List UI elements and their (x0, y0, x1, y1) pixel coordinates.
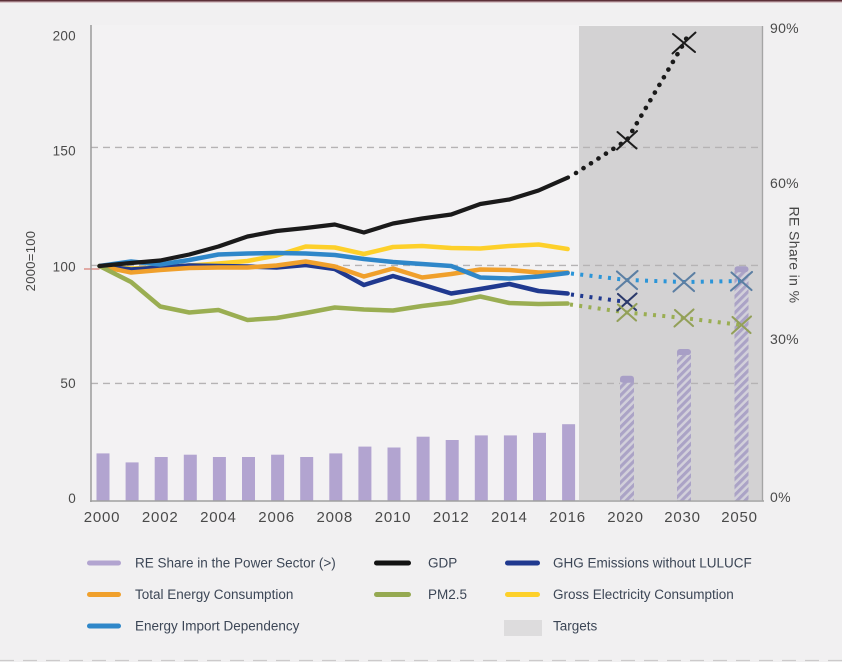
svg-text:150: 150 (53, 144, 76, 159)
svg-text:50: 50 (60, 376, 76, 391)
svg-text:2030: 2030 (664, 509, 701, 526)
svg-text:Total Energy Consumption: Total Energy Consumption (135, 587, 293, 602)
svg-text:PM2.5: PM2.5 (428, 587, 467, 602)
svg-text:200: 200 (53, 29, 76, 44)
svg-text:Gross Electricity Consumption: Gross Electricity Consumption (553, 587, 734, 602)
svg-text:0%: 0% (770, 489, 791, 505)
svg-text:2004: 2004 (200, 509, 237, 526)
svg-text:Targets: Targets (553, 619, 598, 634)
svg-text:2006: 2006 (258, 509, 295, 526)
svg-text:RE Share in the Power Sector (: RE Share in the Power Sector (>) (135, 556, 336, 571)
svg-text:GHG Emissions without LULUCF: GHG Emissions without LULUCF (553, 556, 752, 571)
svg-text:2050: 2050 (721, 509, 758, 526)
svg-text:0: 0 (68, 491, 76, 506)
svg-text:90%: 90% (770, 20, 799, 36)
svg-text:Energy Import Dependency: Energy Import Dependency (135, 619, 300, 634)
svg-text:2008: 2008 (317, 509, 354, 526)
svg-text:2000=100: 2000=100 (23, 231, 38, 292)
svg-text:RE Share in %: RE Share in % (787, 206, 803, 303)
svg-text:30%: 30% (770, 331, 799, 347)
svg-text:60%: 60% (770, 175, 799, 191)
svg-text:2014: 2014 (491, 509, 528, 526)
svg-text:2020: 2020 (607, 509, 644, 526)
svg-text:100: 100 (53, 260, 76, 275)
svg-text:2002: 2002 (142, 509, 179, 526)
svg-text:2016: 2016 (549, 509, 586, 526)
svg-text:2010: 2010 (375, 509, 412, 526)
svg-text:2000: 2000 (84, 509, 121, 526)
svg-text:GDP: GDP (428, 556, 457, 571)
svg-text:2012: 2012 (433, 509, 470, 526)
